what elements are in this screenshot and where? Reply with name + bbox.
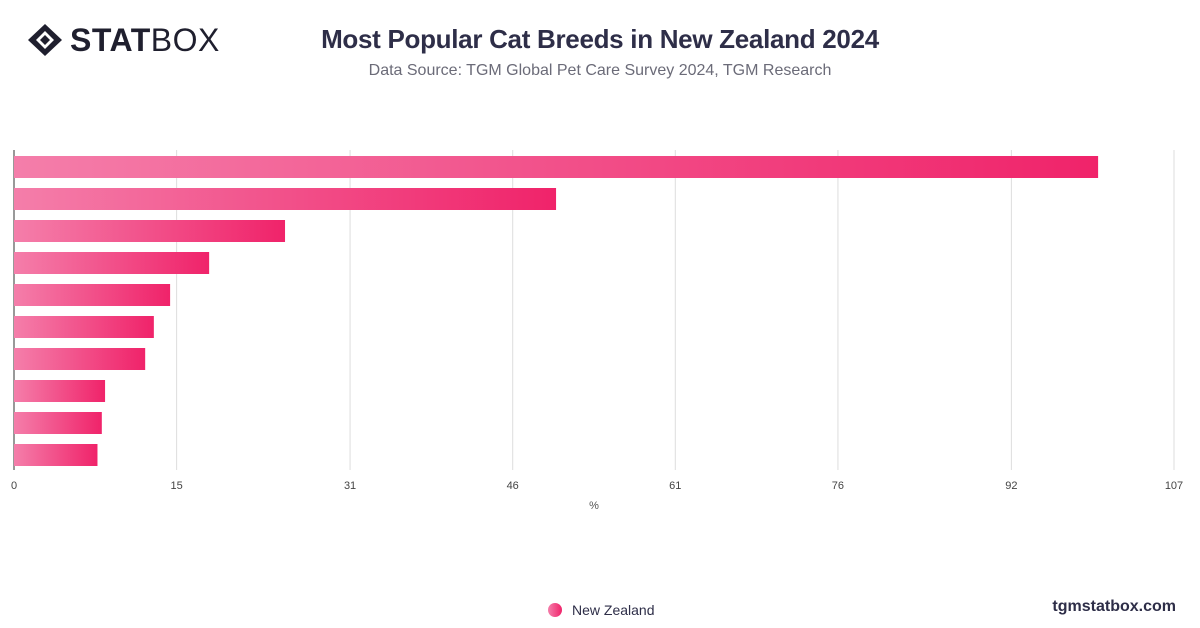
x-tick-label: 107 bbox=[1165, 480, 1183, 492]
x-tick-label: 61 bbox=[669, 480, 681, 492]
logo-wordmark: STATBOX bbox=[70, 22, 220, 58]
x-axis-label: % bbox=[589, 500, 599, 512]
legend-label: New Zealand bbox=[572, 602, 655, 618]
x-tick-label: 0 bbox=[11, 480, 17, 492]
statbox-logo: STATBOX bbox=[26, 22, 220, 58]
bar[interactable] bbox=[14, 252, 210, 274]
bar[interactable] bbox=[14, 444, 98, 466]
bar[interactable] bbox=[14, 220, 286, 242]
x-tick-label: 46 bbox=[507, 480, 519, 492]
website-url: tgmstatbox.com bbox=[1052, 598, 1176, 615]
bar[interactable] bbox=[14, 284, 171, 306]
x-tick-label: 31 bbox=[344, 480, 356, 492]
bar-layer bbox=[14, 156, 1099, 466]
x-tick-label: 15 bbox=[170, 480, 182, 492]
tick-layer: 0 15 31 46 61 76 92 107 bbox=[11, 480, 1183, 492]
diamond-logo-icon bbox=[28, 24, 62, 56]
logo-text-light: BOX bbox=[150, 22, 220, 58]
bar[interactable] bbox=[14, 348, 146, 370]
bar[interactable] bbox=[14, 380, 106, 402]
x-tick-label: 92 bbox=[1005, 480, 1017, 492]
bar[interactable] bbox=[14, 156, 1099, 178]
legend[interactable]: New Zealand bbox=[548, 602, 655, 618]
chart-subtitle: Data Source: TGM Global Pet Care Survey … bbox=[368, 62, 832, 79]
bar[interactable] bbox=[14, 316, 154, 338]
bar[interactable] bbox=[14, 188, 557, 210]
chart-title: Most Popular Cat Breeds in New Zealand 2… bbox=[321, 24, 879, 54]
x-tick-label: 76 bbox=[832, 480, 844, 492]
bar[interactable] bbox=[14, 412, 102, 434]
legend-marker bbox=[548, 603, 562, 617]
logo-text-bold: STAT bbox=[70, 22, 151, 58]
